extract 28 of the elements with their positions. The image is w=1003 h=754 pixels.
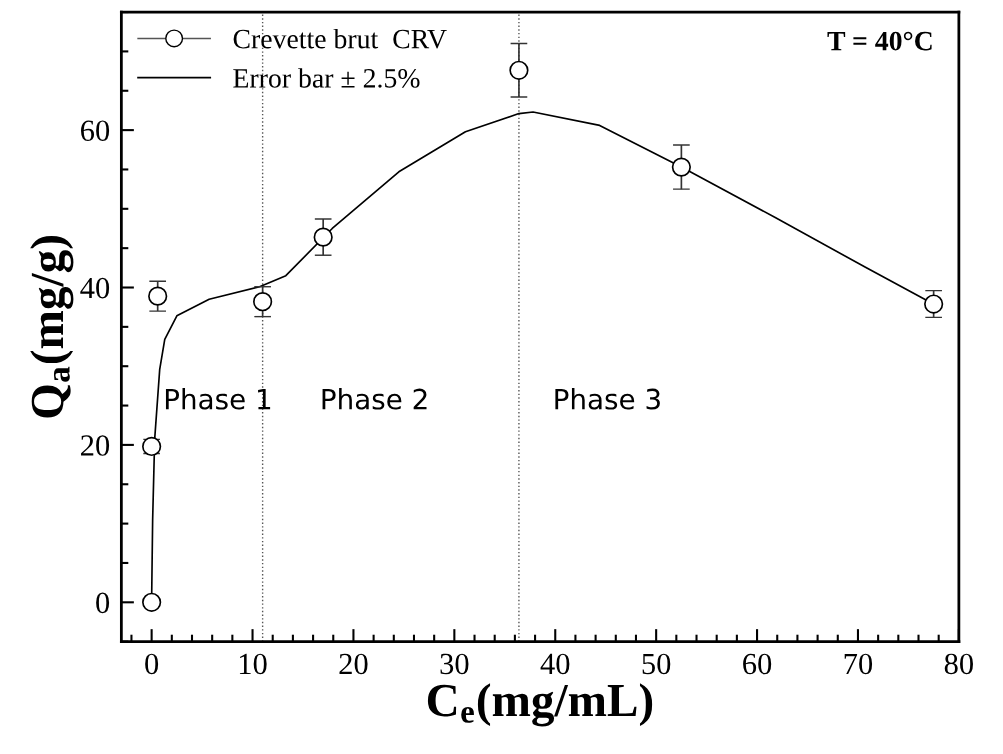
- point: [142, 592, 162, 612]
- point: [671, 157, 692, 177]
- legend-label: Error bar ± 2.5%: [233, 68, 420, 88]
- annotation: T = 40°C: [827, 31, 932, 51]
- x-tick-label: 80: [944, 653, 973, 675]
- x-tick-label: 50: [642, 653, 671, 675]
- point: [924, 294, 944, 314]
- y-tick-label: 20: [81, 435, 110, 456]
- legend-label: Crevette brut CRV: [233, 28, 447, 49]
- point: [253, 292, 273, 312]
- y-tick-label: 40: [80, 277, 110, 299]
- y-axis-title: Q$_{a}$(mg/g): [30, 236, 74, 418]
- x-tick-label: 40: [540, 653, 570, 675]
- point: [509, 60, 529, 80]
- x-tick-label: 10: [239, 653, 267, 675]
- x-tick-label: 70: [844, 653, 873, 675]
- y-tick-label: 60: [81, 120, 110, 142]
- x-axis-title: C$_{e}$(mg/mL): [427, 683, 653, 727]
- point: [148, 286, 168, 306]
- x-tick-label: 30: [440, 653, 469, 675]
- point: [313, 227, 333, 247]
- annotation: Phase 2: [322, 388, 427, 410]
- x-tick-label: 0: [145, 653, 159, 675]
- y-tick-label: 0: [96, 592, 110, 614]
- x-tick-label: 20: [339, 653, 368, 675]
- annotation: Phase 3: [555, 388, 660, 410]
- annotation: Phase 1: [165, 388, 271, 410]
- x-tick-label: 60: [743, 653, 772, 675]
